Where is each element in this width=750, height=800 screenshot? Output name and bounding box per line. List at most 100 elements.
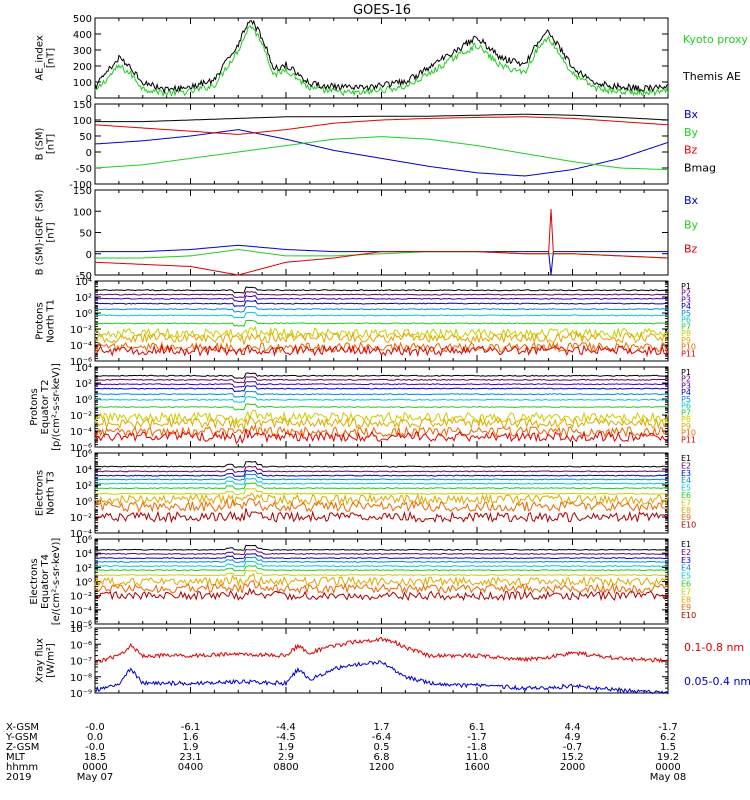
legend-entry: Themis AE (682, 70, 741, 83)
y-tick-label: 10⁻⁶ (70, 620, 92, 631)
legend-entry: P10 (681, 343, 696, 352)
y-tick-label: 500 (73, 14, 92, 25)
y-axis-label-line: [p/(cm²-s-sr-keV)] (51, 363, 62, 451)
y-tick-label: 50 (79, 132, 92, 143)
legend-entry: Bmag (684, 161, 716, 174)
y-axis-label: ElectronsEquator T4[e/(cm²-s-sr-keV)] (29, 538, 62, 626)
y-axis-label-line: Equator T4 (40, 554, 51, 609)
series-line-P2 (94, 291, 668, 298)
y-tick-label: 10⁻⁶ (70, 443, 92, 454)
y-tick-label: 10⁻⁶ (70, 640, 92, 651)
x-tick-label: 1.6 (183, 732, 199, 743)
legend-entry: P4 (681, 388, 691, 397)
series-line-P8 (94, 409, 669, 424)
y-axis-label-line: [nT] (46, 134, 57, 154)
y-axis-label-line: [nT] (46, 48, 57, 68)
series-line-P5 (94, 390, 669, 398)
legend-entry: P5 (681, 309, 691, 318)
series-line-E3 (94, 553, 669, 560)
y-tick-label: 10² (75, 563, 92, 574)
y-tick-label: 10⁻⁹ (70, 689, 92, 700)
y-axis-label: Xray flux[W/m²] (35, 638, 57, 683)
y-axis-label-line: North T3 (46, 471, 57, 515)
panel-frame (94, 189, 669, 276)
y-tick-label: -100 (69, 180, 92, 191)
y-tick-label: 10⁻⁴ (70, 341, 92, 352)
legend: 0.1-0.8 nm 0.05-0.4 nm (684, 641, 750, 688)
series-line-E9 (94, 580, 669, 595)
legend-entry: P9 (681, 336, 691, 345)
y-tick-label: 10⁰ (75, 578, 92, 589)
y-axis-label-line: [W/m²] (46, 643, 57, 678)
y-tick-label: 10⁻² (70, 513, 92, 524)
series-line-E3 (94, 469, 669, 477)
legend-entry: E3 (681, 469, 691, 478)
legend-entry: E4 (681, 564, 691, 573)
legend-entry: Bx (684, 194, 699, 207)
y-tick-label: 10⁴ (75, 465, 92, 476)
y-tick-label: 10⁶ (75, 535, 92, 546)
series-line-E5 (94, 477, 668, 485)
y-tick-label: 10² (75, 379, 92, 390)
y-tick-label: 10⁻⁴ (70, 606, 92, 617)
legend-entry: E9 (681, 603, 691, 612)
y-tick-label: 10⁴ (75, 549, 92, 560)
y-tick-label: 10⁻⁴ (70, 529, 92, 540)
y-tick-label: 10⁰ (75, 309, 92, 320)
x-tick-label: -0.0 (85, 742, 105, 753)
series-line-E7 (94, 488, 669, 495)
y-axis-label-line: B (SM) (35, 127, 46, 160)
y-axis-label-line: Protons (29, 388, 40, 425)
series-line-P9 (94, 415, 669, 431)
y-axis-label: AE_index[nT] (35, 35, 57, 81)
x-tick-label: 6.2 (660, 732, 676, 743)
y-axis-label-line: Electrons (29, 558, 40, 604)
y-axis-label-line: [nT] (46, 222, 57, 242)
legend-entry: By (684, 218, 699, 231)
legend-entry: P8 (681, 415, 691, 424)
legend-entry: P11 (681, 349, 696, 358)
series-line-P1 (94, 286, 669, 294)
x-tick-label: May 08 (650, 772, 687, 783)
y-tick-label: 10⁻² (70, 592, 92, 603)
x-tick-label: -0.0 (85, 722, 105, 733)
series-line-E4 (94, 556, 669, 564)
legend-entry: P11 (681, 435, 696, 444)
legend-entry: E9 (681, 513, 691, 522)
x-tick-label: -0.7 (563, 742, 583, 753)
series-line-E2 (94, 548, 669, 556)
series-line-P6 (94, 311, 669, 319)
legend: Kyoto proxy AE Themis AE (682, 33, 750, 83)
y-tick-label: 150 (73, 100, 92, 111)
panel-xray-flux: 10⁻⁵ 10⁻⁶ 10⁻⁷ 10⁻⁸ 10⁻⁹ Xray flux[W/m²] 0.1-0… (35, 624, 750, 700)
panel-protons-equator: 10⁴ 10² 10⁰ 10⁻² 10⁻⁴ 10⁻⁶ ProtonsEquator T2[p… (29, 363, 696, 454)
y-axis-label-line: North T1 (46, 299, 57, 343)
legend-entry: E1 (681, 454, 691, 463)
y-tick-label: 10⁻⁸ (70, 673, 92, 684)
series-line-0.1-0.8 nm (94, 636, 669, 664)
x-row-label: Z-GSM (6, 742, 39, 753)
legend-entry: E7 (681, 587, 691, 596)
y-tick-label: 10⁰ (75, 497, 92, 508)
x-tick-label: 1.7 (374, 722, 390, 733)
y-tick-label: 10⁻² (70, 325, 92, 336)
y-tick-label: 400 (73, 30, 92, 41)
y-axis-label-line: Electrons (35, 470, 46, 516)
legend-entry: E3 (681, 556, 691, 565)
legend: Bx By Bz Bmag (684, 108, 716, 174)
series-line-E1 (94, 460, 669, 468)
series-line-P4 (94, 385, 669, 393)
y-tick-label: 100 (73, 207, 92, 218)
legend-entry: E8 (681, 506, 691, 515)
series-line-P6 (94, 396, 669, 403)
x-tick-label: 0.5 (374, 742, 390, 753)
y-axis-label-line: AE_index (35, 35, 46, 81)
y-axis-label: B (SM)-IGRF (SM)[nT] (35, 190, 57, 276)
y-tick-label: 100 (73, 78, 92, 89)
legend-entry: P3 (681, 381, 691, 390)
x-tick-label: 23.1 (179, 752, 201, 763)
y-tick-label: 10⁻⁵ (70, 624, 92, 635)
x-row-label: hhmm (6, 762, 38, 773)
